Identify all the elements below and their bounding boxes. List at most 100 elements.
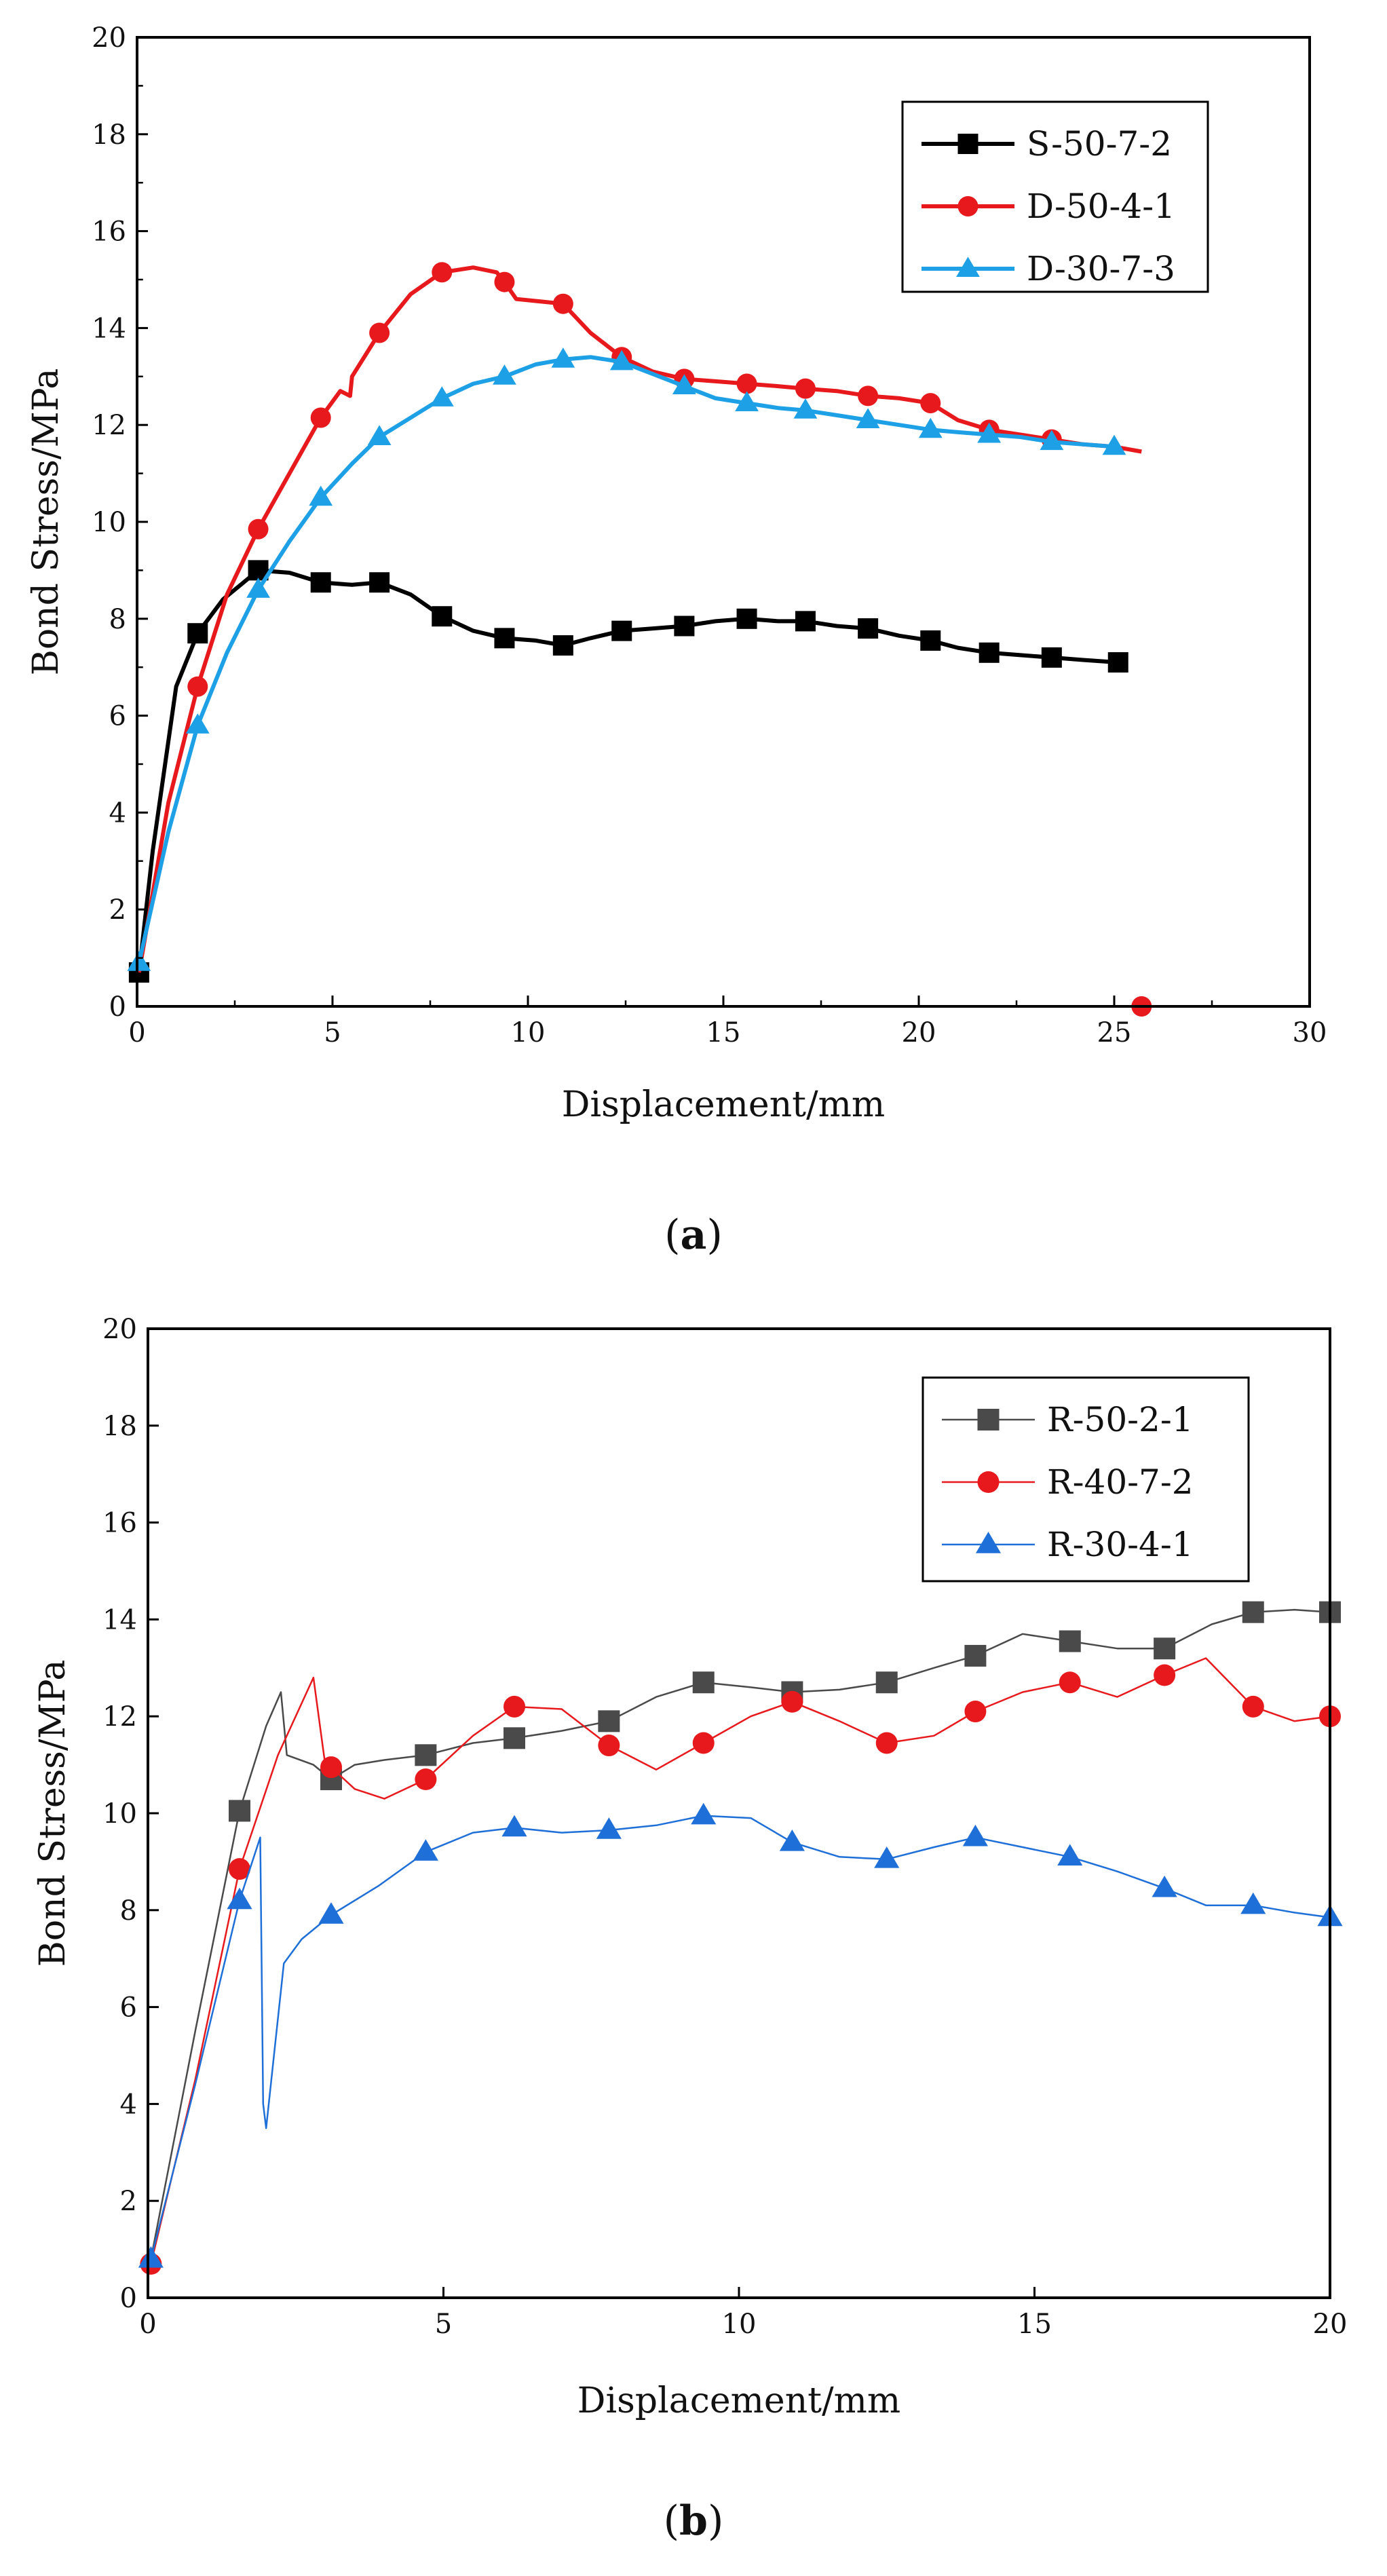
data-point (367, 425, 392, 446)
data-point (127, 951, 151, 971)
data-point (875, 1671, 898, 1694)
x-axis-title: Displacement/mm (562, 1084, 885, 1125)
x-tick-label: 0 (139, 2309, 156, 2340)
data-point (369, 322, 390, 343)
legend-label: S-50-7-2 (1027, 124, 1172, 164)
data-point (246, 577, 270, 598)
data-point (962, 1824, 988, 1846)
data-point (369, 572, 390, 593)
data-point (415, 1744, 437, 1766)
y-tick-label: 16 (92, 216, 126, 248)
data-point (318, 1902, 344, 1924)
y-tick-label: 6 (109, 701, 126, 732)
y-axis-title: Bond Stress/MPa (33, 1660, 73, 1967)
data-point (493, 364, 516, 385)
y-tick-label: 10 (102, 1798, 137, 1830)
data-point (1040, 430, 1064, 451)
data-point (609, 349, 634, 371)
y-tick-label: 12 (102, 1701, 137, 1732)
data-point (1242, 1601, 1264, 1623)
data-point (138, 2246, 164, 2268)
data-point (735, 391, 759, 412)
data-point (1041, 647, 1062, 668)
data-point (494, 271, 515, 292)
data-point (229, 1858, 251, 1880)
y-tick-label: 0 (109, 991, 126, 1023)
data-point (692, 1732, 715, 1754)
y-tick-label: 4 (109, 797, 126, 829)
data-point (692, 1671, 715, 1694)
data-point (779, 1829, 805, 1851)
x-axis-title: Displacement/mm (577, 2381, 900, 2421)
data-point (875, 1732, 898, 1754)
series-D-30-7-3 (127, 347, 1126, 971)
data-point (874, 1846, 900, 1868)
series-line (150, 1657, 1331, 2265)
x-tick-label: 10 (722, 2309, 757, 2340)
y-tick-label: 10 (92, 507, 126, 538)
data-point (310, 407, 331, 428)
data-point (858, 385, 879, 406)
panel-caption: (b) (664, 2497, 724, 2545)
legend-marker (977, 1409, 1000, 1431)
data-point (430, 386, 454, 406)
data-point (1057, 1844, 1083, 1866)
data-point (187, 676, 208, 697)
series-line (136, 355, 1115, 964)
series-R-40-7-2 (140, 1657, 1341, 2275)
data-point (1154, 1637, 1176, 1660)
legend-box (901, 100, 1209, 293)
x-tick-label: 20 (1313, 2309, 1348, 2340)
series-R-50-2-1 (150, 1601, 1341, 2260)
series-S-50-7-2 (128, 560, 1128, 983)
y-tick-label: 14 (102, 1604, 137, 1635)
data-point (977, 422, 1002, 443)
data-point (185, 713, 210, 734)
data-point (736, 373, 757, 394)
data-point (793, 398, 818, 419)
x-tick-label: 5 (435, 2309, 452, 2340)
legend: R-50-2-1 R-40-7-2 R-30-4-1 (922, 1376, 1250, 1583)
legend: S-50-7-2 D-50-4-1 D-30-7-3 (901, 100, 1209, 293)
series-R-30-4-1 (138, 1802, 1343, 2268)
data-point (856, 408, 880, 429)
y-tick-label: 4 (120, 2089, 137, 2120)
legend-label: R-40-7-2 (1047, 1462, 1194, 1502)
y-tick-label: 18 (92, 119, 126, 151)
x-tick-label: 30 (1293, 1017, 1327, 1048)
data-point (795, 611, 816, 632)
data-point (598, 1735, 620, 1757)
data-point (504, 1695, 526, 1718)
y-tick-label: 8 (120, 1895, 137, 1927)
data-point (1107, 652, 1128, 673)
data-point (310, 572, 331, 593)
y-tick-label: 14 (92, 313, 126, 344)
data-point (1240, 1892, 1266, 1914)
data-point (432, 606, 453, 627)
data-point (415, 1768, 437, 1791)
data-point (611, 620, 632, 641)
data-point (1154, 1664, 1176, 1686)
y-tick-label: 20 (102, 1314, 137, 1345)
data-point (858, 618, 879, 639)
series-line (150, 1815, 1331, 2260)
data-point (1242, 1695, 1264, 1718)
data-point (781, 1690, 803, 1713)
data-point (551, 347, 575, 368)
data-point (691, 1802, 717, 1825)
data-point (501, 1815, 527, 1837)
legend-marker (957, 134, 978, 154)
y-tick-label: 16 (102, 1508, 137, 1539)
data-point (432, 262, 453, 283)
data-point (187, 623, 208, 644)
data-point (672, 374, 696, 395)
legend-box (922, 1376, 1250, 1583)
data-point (920, 393, 941, 414)
data-point (736, 608, 757, 629)
data-point (598, 1710, 620, 1732)
data-point (918, 417, 943, 438)
legend-marker (977, 1471, 1000, 1493)
data-point (978, 642, 1000, 663)
chart-panel-a: 0 5 10 15 20 25 30 0 2 4 6 8 10 12 14 16 18 20 Displacemen… (26, 22, 1327, 1259)
data-point (795, 378, 816, 399)
